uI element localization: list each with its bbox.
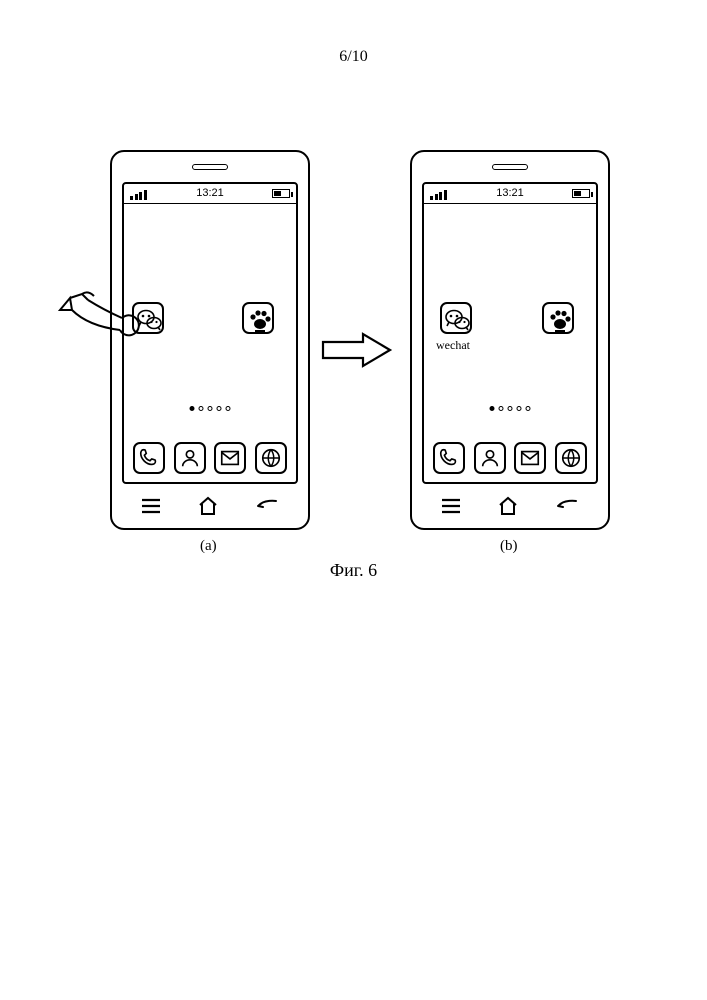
sublabel-a: (a) [200,538,217,555]
clock: 13:21 [196,187,224,199]
battery-icon [572,189,590,198]
mail-app-icon[interactable] [514,442,546,474]
mail-app-icon[interactable] [214,442,246,474]
page-number: 6/10 [339,48,367,66]
phone-a: 13:21 [110,150,310,530]
baidu-app-icon[interactable] [542,302,574,334]
wechat-app-label: wechat [436,338,470,353]
phone-app-icon[interactable] [433,442,465,474]
phone-screen: 13:21 [122,182,298,484]
home-button[interactable] [497,496,519,516]
status-bar: 13:21 [124,184,296,204]
android-navbar [422,492,598,520]
baidu-app-icon[interactable] [242,302,274,334]
signal-icon [130,190,147,200]
phone-app-icon[interactable] [133,442,165,474]
figure-caption: Фиг. 6 [330,560,377,581]
signal-icon [430,190,447,200]
phone-b: 13:21 wechat [410,150,610,530]
sublabel-b: (b) [500,538,518,555]
phone-speaker [492,164,528,170]
back-button[interactable] [554,497,580,515]
clock: 13:21 [496,187,524,199]
status-bar: 13:21 [424,184,596,204]
page-indicator [490,406,531,411]
menu-button[interactable] [140,497,162,515]
wechat-app-icon[interactable] [440,302,472,334]
home-button[interactable] [197,496,219,516]
browser-app-icon[interactable] [255,442,287,474]
figure-6: 13:21 [0,130,707,580]
contacts-app-icon[interactable] [474,442,506,474]
phone-screen: 13:21 wechat [422,182,598,484]
dock [424,442,596,474]
phone-speaker [192,164,228,170]
menu-button[interactable] [440,497,462,515]
back-button[interactable] [254,497,280,515]
android-navbar [122,492,298,520]
wechat-app-icon[interactable] [132,302,164,334]
browser-app-icon[interactable] [555,442,587,474]
page-indicator [190,406,231,411]
dock [124,442,296,474]
contacts-app-icon[interactable] [174,442,206,474]
battery-icon [272,189,290,198]
transition-arrow-icon [318,330,398,370]
